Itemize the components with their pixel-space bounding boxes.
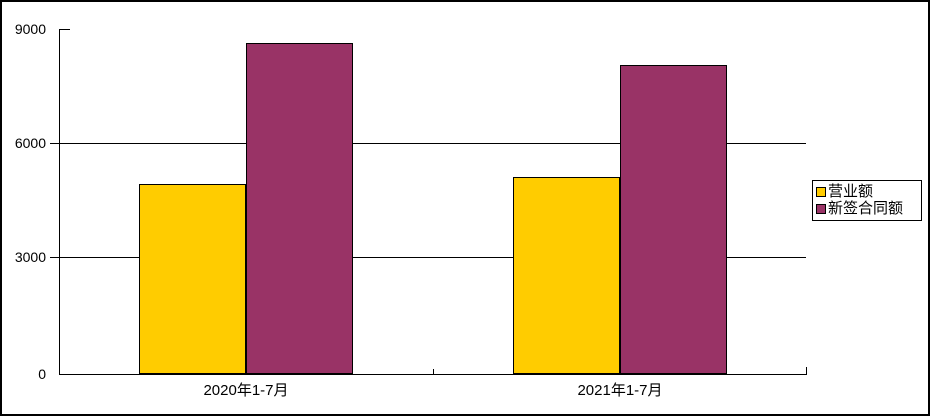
ytick-label-0: 0 xyxy=(38,366,46,382)
x-axis-end-tick xyxy=(806,367,807,374)
category-label-2021: 2021年1-7月 xyxy=(577,382,663,399)
y-axis-tick-6000 xyxy=(50,143,59,144)
ytick-label-3000: 3000 xyxy=(14,249,46,265)
bar-new-contracts-2021 xyxy=(620,65,727,374)
legend: 营业额 新签合同额 xyxy=(812,180,922,221)
legend-item-new-contracts: 新签合同额 xyxy=(816,201,919,217)
category-label-2020: 2020年1-7月 xyxy=(203,382,289,399)
bar-revenue-2020 xyxy=(139,184,246,374)
ytick-label-6000: 6000 xyxy=(14,135,46,151)
legend-label-revenue: 营业额 xyxy=(828,183,874,200)
y-axis-line xyxy=(59,29,60,374)
gridline-3000 xyxy=(59,257,806,258)
bar-new-contracts-2020 xyxy=(246,43,353,374)
legend-swatch-new-contracts xyxy=(816,204,826,214)
x-axis-category-tick xyxy=(433,369,434,374)
ytick-label-9000: 9000 xyxy=(14,21,46,37)
bar-revenue-2021 xyxy=(513,177,620,374)
y-axis-tick-9000 xyxy=(60,29,70,30)
legend-item-revenue: 营业额 xyxy=(816,184,919,200)
x-axis-line xyxy=(59,374,807,375)
y-axis-tick-3000 xyxy=(50,257,59,258)
gridline-6000 xyxy=(59,143,806,144)
legend-swatch-revenue xyxy=(816,187,826,197)
legend-label-new-contracts: 新签合同额 xyxy=(828,200,904,217)
